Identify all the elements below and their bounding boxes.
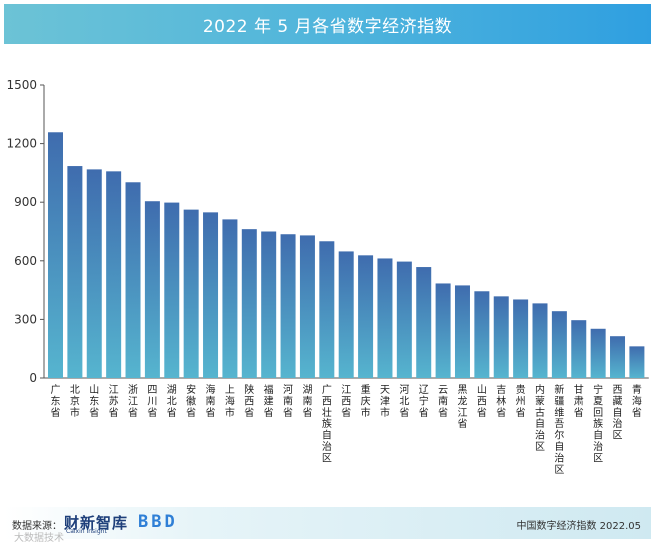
bar <box>513 299 529 378</box>
bar <box>358 255 374 378</box>
x-tick-label: 北京市 <box>70 384 80 419</box>
bar <box>241 229 257 378</box>
x-tick-label: 贵州省 <box>516 383 526 419</box>
chart-title: 2022 年 5 月各省数字经济指数 <box>202 16 453 37</box>
x-tick-label: 四川省 <box>147 385 157 419</box>
bar <box>183 209 199 378</box>
bar <box>319 241 335 378</box>
bar <box>222 219 238 378</box>
bar <box>551 311 567 378</box>
x-tick-label: 陕西省 <box>244 383 254 419</box>
x-tick-label: 西藏自治区 <box>613 385 623 442</box>
bar <box>86 169 102 378</box>
y-tick-label: 900 <box>14 195 37 209</box>
x-tick-label: 黑龙江省 <box>457 384 467 430</box>
x-tick-label: 海南省 <box>206 383 216 419</box>
bar <box>67 166 83 378</box>
x-tick-label: 宁夏回族自治区 <box>593 383 603 464</box>
x-tick-label: 辽宁省 <box>419 384 429 419</box>
x-tick-label: 安徽省 <box>186 383 196 419</box>
x-tick-label: 新疆维吾尔自治区 <box>554 383 564 476</box>
x-tick-label: 福建省 <box>264 383 274 419</box>
bar <box>474 291 490 378</box>
bar <box>532 303 548 378</box>
bar <box>629 346 645 378</box>
bar <box>493 296 509 378</box>
bar <box>396 261 412 378</box>
bar <box>454 285 470 378</box>
x-tick-label: 江西省 <box>341 384 351 419</box>
bar <box>299 235 315 378</box>
y-tick-label: 600 <box>14 254 37 268</box>
x-tick-label: 广西壮族自治区 <box>322 384 332 464</box>
bar <box>377 258 393 378</box>
watermark: 大数据技术 <box>14 533 64 544</box>
source-label: 数据来源： <box>12 521 62 532</box>
bar <box>144 201 160 378</box>
x-tick-label: 浙江省 <box>128 384 138 419</box>
y-tick-label: 300 <box>14 312 37 326</box>
x-tick-label: 江苏省 <box>109 384 119 419</box>
bar <box>571 320 587 378</box>
brand-bbd-logo: BBD <box>138 512 178 532</box>
x-tick-label: 甘肃省 <box>574 383 584 419</box>
bar <box>590 328 606 378</box>
x-tick-label: 重庆市 <box>361 383 371 419</box>
brand-caixin-subtitle: Caixin Insight <box>66 528 107 535</box>
x-tick-label: 上海市 <box>225 384 235 419</box>
x-tick-label: 广东省 <box>51 384 61 419</box>
y-tick-label: 0 <box>29 371 37 385</box>
x-tick-label: 河南省 <box>283 384 293 419</box>
bar <box>416 267 432 378</box>
bar <box>164 202 180 378</box>
bar <box>435 283 451 378</box>
y-tick-label: 1200 <box>6 137 37 151</box>
x-tick-label: 天津市 <box>380 385 390 419</box>
chart-title-bar: 2022 年 5 月各省数字经济指数 <box>4 4 651 44</box>
bar <box>203 212 219 378</box>
x-tick-label: 青海省 <box>632 383 642 419</box>
bar <box>48 132 63 378</box>
report-credit: 中国数字经济指数 2022.05 <box>516 521 641 532</box>
bar <box>261 231 277 378</box>
bar <box>338 251 354 378</box>
x-tick-label: 河北省 <box>399 384 409 419</box>
x-tick-label: 云南省 <box>438 385 448 419</box>
x-tick-label: 湖南省 <box>302 384 312 419</box>
bar <box>610 336 626 378</box>
bar <box>106 171 122 378</box>
x-tick-label: 吉林省 <box>496 384 506 419</box>
y-tick-label: 1500 <box>6 78 37 92</box>
x-tick-label: 内蒙古自治区 <box>535 383 545 453</box>
brand-caixin-logo: 财新智库 <box>64 514 129 532</box>
footer: 数据来源： 财新智库 Caixin Insight BBD 中国数字经济指数 2… <box>4 507 651 544</box>
bar <box>125 182 141 378</box>
bar <box>280 234 296 378</box>
x-tick-label: 湖北省 <box>167 384 177 419</box>
x-tick-label: 山东省 <box>89 384 99 419</box>
x-tick-label: 山西省 <box>477 384 487 419</box>
bar-chart: 0 300 600 900 1200 1500 广东省北京市山东省江苏省浙江省四川省湖北省安… <box>6 78 649 476</box>
